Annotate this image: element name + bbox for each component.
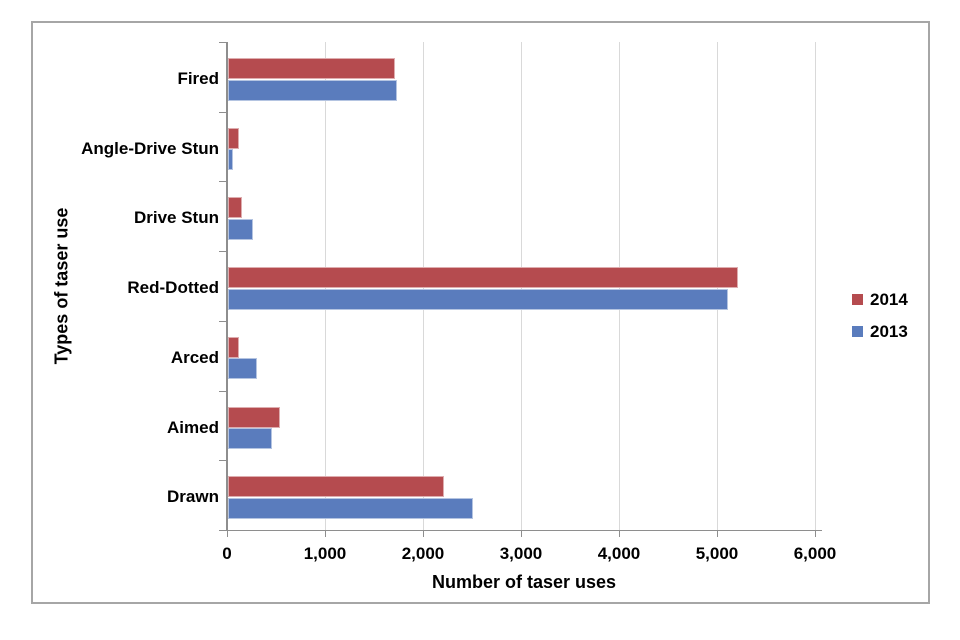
category-axis-line: [226, 42, 228, 531]
legend-label-2014: 2014: [870, 290, 908, 309]
x-tick-label-3000: 3,000: [499, 544, 543, 563]
legend-swatch-2013-icon: [852, 326, 863, 337]
y-tick-mark-7: [219, 530, 226, 531]
gridline-6000: [815, 42, 816, 530]
y-tick-mark-1: [219, 112, 226, 113]
category-label-aimed: Aimed: [167, 418, 219, 437]
x-tick-label-0: 0: [222, 544, 232, 563]
bar-2014-drive-stun: [228, 197, 242, 218]
bar-2014-angle-drive-stun: [228, 128, 239, 149]
chart-frame: [31, 21, 930, 604]
bar-2013-drawn: [228, 498, 473, 519]
x-tick-mark-1000: [325, 531, 326, 537]
x-tick-mark-4000: [619, 531, 620, 537]
x-tick-label-2000: 2,000: [401, 544, 445, 563]
x-tick-mark-5000: [717, 531, 718, 537]
x-tick-mark-6000: [815, 531, 816, 537]
category-label-fired: Fired: [177, 69, 219, 88]
x-tick-label-1000: 1,000: [303, 544, 347, 563]
value-axis-line: [226, 530, 822, 531]
bar-2014-drawn: [228, 476, 444, 497]
x-tick-mark-2000: [423, 531, 424, 537]
category-label-drawn: Drawn: [167, 487, 219, 506]
x-tick-mark-0: [227, 531, 228, 537]
legend-item-2014: 2014: [852, 290, 908, 309]
x-axis-title: Number of taser uses: [431, 572, 617, 592]
legend-label-2013: 2013: [870, 322, 908, 341]
x-tick-label-5000: 5,000: [695, 544, 739, 563]
bar-2014-aimed: [228, 407, 280, 428]
bar-2013-arced: [228, 358, 257, 379]
category-label-arced: Arced: [170, 348, 219, 367]
category-label-drive-stun: Drive Stun: [133, 208, 219, 227]
category-label-red-dotted: Red-Dotted: [127, 278, 219, 297]
x-tick-label-4000: 4,000: [597, 544, 641, 563]
y-tick-mark-4: [219, 321, 226, 322]
legend-item-2013: 2013: [852, 322, 908, 341]
bar-2013-drive-stun: [228, 219, 253, 240]
y-tick-mark-2: [219, 181, 226, 182]
bar-2013-red-dotted: [228, 289, 728, 310]
bar-2014-fired: [228, 58, 395, 79]
y-tick-mark-6: [219, 460, 226, 461]
bar-2013-aimed: [228, 428, 272, 449]
y-tick-mark-0: [219, 42, 226, 43]
x-tick-label-6000: 6,000: [793, 544, 837, 563]
bar-2014-red-dotted: [228, 267, 738, 288]
category-label-angle-drive-stun: Angle-Drive Stun: [81, 139, 219, 158]
bar-2013-fired: [228, 80, 397, 101]
y-tick-mark-5: [219, 391, 226, 392]
bar-2013-angle-drive-stun: [228, 149, 233, 170]
legend-swatch-2014-icon: [852, 294, 863, 305]
x-tick-mark-3000: [521, 531, 522, 537]
y-tick-mark-3: [219, 251, 226, 252]
bar-2014-arced: [228, 337, 239, 358]
legend: 2014 2013: [852, 290, 908, 354]
